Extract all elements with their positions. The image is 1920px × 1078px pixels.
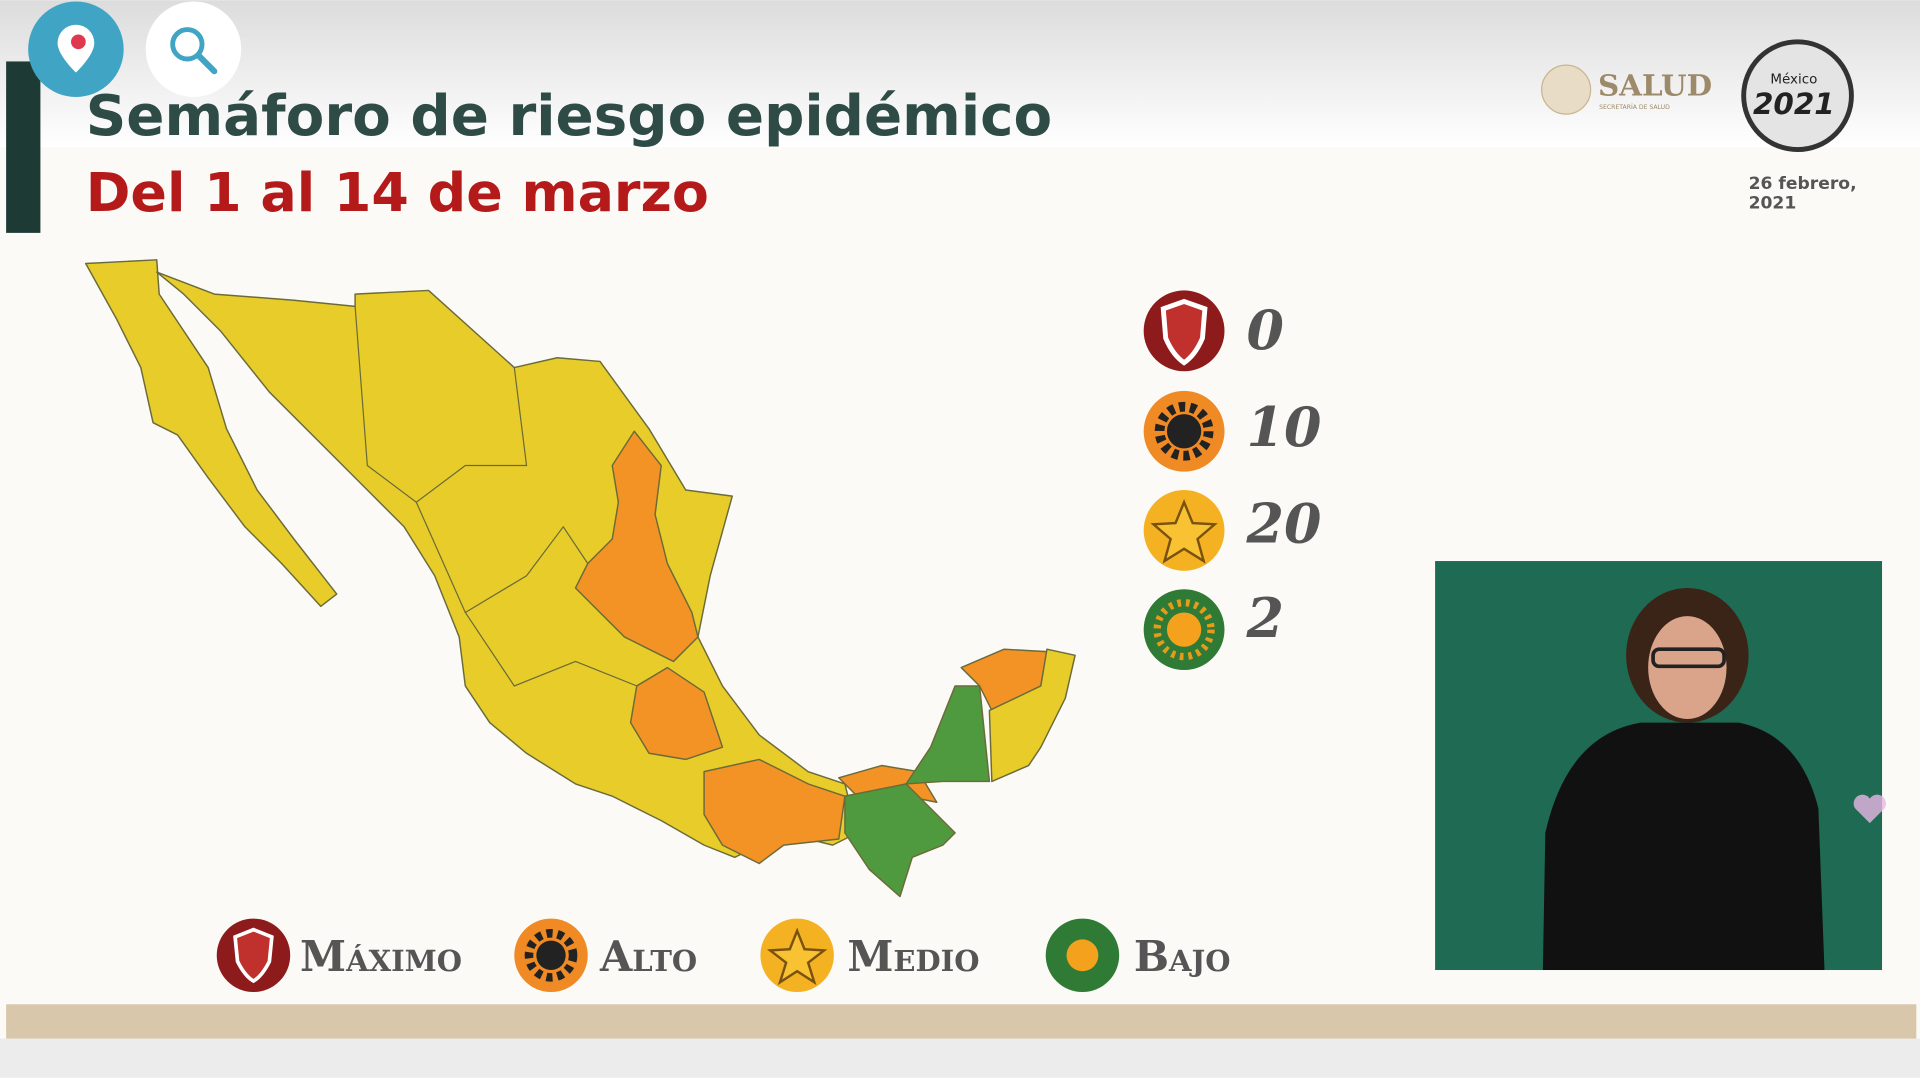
periscope-button[interactable] (28, 1, 124, 97)
legend-label: Máximo (300, 932, 462, 981)
date: 26 febrero, 2021 (1748, 174, 1857, 214)
top-shade (0, 0, 1920, 148)
count-value: 20 (1246, 492, 1322, 556)
subtitle: Del 1 al 14 de marzo (86, 161, 709, 224)
legend-label: Alto (599, 932, 697, 981)
count-max: 0 (1143, 290, 1284, 372)
emblem-top: México (1770, 71, 1817, 87)
legend-label: Medio (847, 932, 979, 981)
date-box: 26 febrero, 2021 (1748, 174, 1857, 214)
mexico-map (84, 259, 1076, 898)
count-value: 2 (1246, 586, 1284, 650)
interpreter-video (1435, 561, 1886, 971)
emblem (1741, 39, 1854, 153)
count-bajo: 2 (1143, 586, 1284, 671)
count-value: 0 (1247, 298, 1284, 362)
search-button[interactable] (145, 1, 242, 97)
salud-logo-sub: SECRETARÍA DE SALUD (1599, 102, 1670, 111)
accent-bar (6, 61, 41, 233)
footer-bar (6, 1004, 1917, 1039)
count-medio: 20 (1143, 490, 1322, 571)
legend: Máximo Alto Medio Bajo (216, 918, 1231, 993)
count-value: 10 (1247, 395, 1322, 459)
count-alto: 10 (1143, 390, 1322, 472)
emblem-year: 2021 (1753, 87, 1835, 121)
legend-label: Bajo (1134, 932, 1231, 981)
salud-logo: SALUD (1598, 68, 1712, 103)
salud-seal (1541, 64, 1592, 115)
title: Semáforo de riesgo epidémico (86, 84, 1053, 149)
bottom-strip (0, 1038, 1920, 1078)
